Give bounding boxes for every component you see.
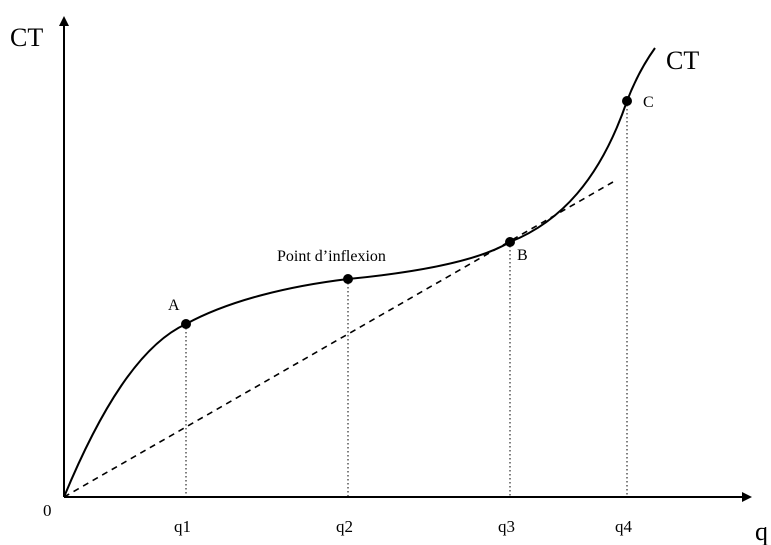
point-a-label: A — [168, 297, 180, 314]
x-axis-label: q — [755, 517, 768, 545]
total-cost-curve — [63, 47, 656, 498]
y-axis-label: CT — [10, 23, 43, 52]
tangent-ray — [63, 181, 614, 498]
point-inflection-label: Point d’inflexion — [277, 248, 386, 265]
point-c — [622, 96, 632, 106]
tick-q1: q1 — [174, 517, 191, 536]
tick-q4: q4 — [615, 517, 633, 536]
origin-label: 0 — [43, 501, 52, 520]
tick-q2: q2 — [336, 517, 353, 536]
point-inflection — [343, 274, 353, 284]
curve-label: CT — [666, 46, 699, 75]
point-c-label: C — [643, 94, 654, 111]
point-b — [505, 237, 515, 247]
point-a — [181, 319, 191, 329]
tick-q3: q3 — [498, 517, 515, 536]
point-b-label: B — [517, 247, 528, 264]
